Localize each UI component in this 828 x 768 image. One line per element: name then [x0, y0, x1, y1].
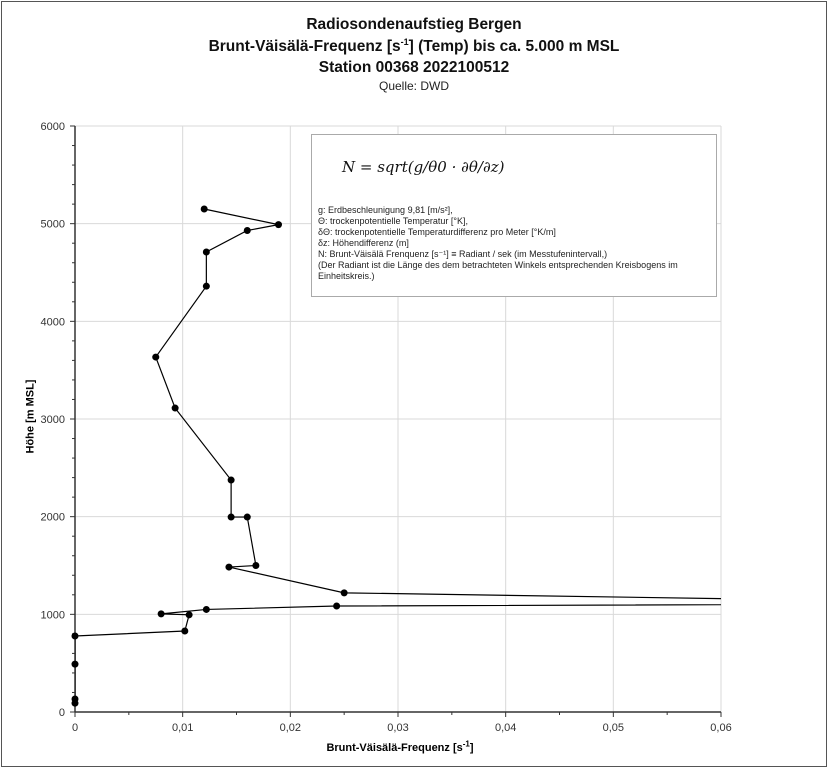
y-tick-label: 1000	[41, 609, 65, 621]
data-point	[202, 282, 210, 290]
y-tick-label: 4000	[41, 316, 65, 328]
chart-subtitle: Quelle: DWD	[378, 79, 449, 93]
data-point	[243, 513, 251, 521]
formula: N = sqrt(g/θ0 · ∂θ/∂z)	[342, 158, 505, 176]
formula-legend-box: N = sqrt(g/θ0 · ∂θ/∂z) g: Erdbeschleunig…	[311, 134, 717, 297]
data-point	[71, 695, 79, 703]
chart-title-line3: Station 00368 2022100512	[318, 59, 510, 76]
data-point	[202, 605, 210, 613]
data-point	[274, 221, 282, 229]
legend-line: g: Erdbeschleunigung 9,81 [m/s²],	[318, 205, 453, 215]
data-point	[152, 353, 160, 361]
data-point	[340, 589, 348, 597]
data-point	[225, 563, 233, 571]
x-tick-label: 0,04	[495, 722, 516, 734]
data-point	[243, 227, 251, 235]
data-point	[200, 205, 208, 213]
xlabel-text: ]	[469, 742, 474, 754]
y-tick-label: 2000	[41, 512, 65, 524]
x-tick-label: 0,03	[387, 722, 408, 734]
data-point	[181, 627, 189, 635]
legend-lines: g: Erdbeschleunigung 9,81 [m/s²], Θ: troc…	[318, 205, 678, 282]
data-point	[227, 476, 235, 484]
y-tick-label: 3000	[41, 414, 65, 426]
legend-line: δΘ: trockenpotentielle Temperaturdiffere…	[318, 227, 556, 237]
x-tick-label: 0,06	[710, 722, 731, 734]
x-tick-label: 0,02	[280, 722, 301, 734]
y-tick-label: 5000	[41, 219, 65, 231]
data-point	[185, 611, 193, 619]
legend-line: δz: Höhendifferenz (m]	[318, 238, 409, 248]
x-tick-label: 0	[72, 722, 78, 734]
y-tick-label: 0	[59, 707, 65, 719]
data-point	[157, 610, 165, 618]
x-tick-label: 0,01	[172, 722, 193, 734]
data-point	[171, 404, 179, 412]
data-point	[71, 632, 79, 640]
x-tick-label: 0,05	[603, 722, 624, 734]
y-axis-label: Höhe [m MSL]	[24, 379, 37, 454]
data-point	[252, 562, 260, 569]
y-tick-label: 6000	[41, 121, 65, 133]
x-axis-label: Brunt-Väisälä-Frequenz [s-1]	[0, 739, 800, 755]
data-point	[71, 660, 79, 668]
chart-title-line1: Radiosondenaufstieg Bergen	[306, 16, 522, 33]
title-text: ] (Temp) bis ca. 5.000 m MSL	[408, 38, 620, 55]
data-point	[227, 513, 235, 521]
legend-line: Θ: trockenpotentielle Temperatur [°K],	[318, 216, 469, 226]
xlabel-sup: -1	[462, 739, 470, 749]
data-point	[202, 248, 210, 256]
chart-title-line2: Brunt-Väisälä-Frequenz [s-1] (Temp) bis …	[0, 36, 828, 56]
legend-line: N: Brunt-Väisälä Frenquenz [s⁻¹] ≡ Radia…	[318, 249, 608, 259]
title-sup: -1	[400, 36, 409, 47]
legend-line: (Der Radiant ist die Länge des dem betra…	[318, 260, 678, 270]
title-text: Brunt-Väisälä-Frequenz [s	[208, 38, 401, 55]
legend-line: Einheitskreis.)	[318, 271, 375, 281]
data-point	[333, 602, 341, 610]
xlabel-text: Brunt-Väisälä-Frequenz [s	[326, 742, 463, 754]
